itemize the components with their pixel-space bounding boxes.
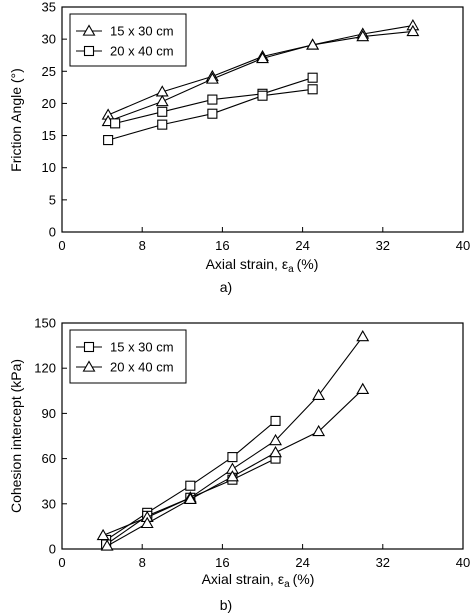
legend-marker-square <box>83 341 95 353</box>
data-point-triangle <box>225 470 239 482</box>
data-point-square <box>157 119 168 130</box>
y-tick-label: 20 <box>42 96 56 111</box>
x-tick-label: 32 <box>376 555 390 570</box>
series-b <box>96 329 370 551</box>
y-tick-label: 30 <box>42 32 56 47</box>
data-point-triangle <box>312 424 326 437</box>
x-tick-label: 24 <box>295 238 309 253</box>
panel-b: 0 8 16 24 32 40 0 30 60 90 120 150 15 x 30 cm 20 x 4… <box>8 316 470 614</box>
y-tick-label: 35 <box>42 0 56 15</box>
series-a <box>101 19 420 146</box>
y-tick-label: 30 <box>42 496 56 511</box>
data-point-triangle <box>269 445 282 458</box>
data-point-square <box>257 90 268 101</box>
data-point-triangle <box>140 516 154 529</box>
legend-marker-triangle <box>82 24 96 36</box>
x-tick-label: 0 <box>58 555 65 570</box>
y-tick-label: 10 <box>42 160 56 175</box>
y-tick-label: 60 <box>42 451 56 466</box>
y-tick-label: 0 <box>49 542 56 557</box>
data-point-triangle <box>306 38 320 50</box>
legend-box-a <box>69 13 187 67</box>
legend-label: 15 x 30 cm <box>110 24 174 39</box>
data-point-triangle <box>406 24 420 37</box>
plot-frame-b <box>61 322 464 550</box>
data-point-square <box>185 480 196 491</box>
y-tick-label: 5 <box>49 192 56 207</box>
y-axis-label-b: Cohesion intercept (kPa) <box>8 359 24 513</box>
legend-a: 15 x 30 cm 20 x 40 cm <box>69 13 187 67</box>
y-tick-label: 90 <box>42 406 56 421</box>
x-tick-label: 24 <box>295 555 309 570</box>
x-tick-label: 40 <box>456 238 470 253</box>
ticks-b: 0 8 16 24 32 40 0 30 60 90 120 150 <box>34 316 470 571</box>
data-point-triangle <box>256 51 269 64</box>
x-axis-label-b-sub: a <box>284 579 290 590</box>
y-tick-label: 15 <box>42 128 56 143</box>
series-line <box>105 420 276 541</box>
data-point-triangle <box>356 29 370 42</box>
y-tick-label: 0 <box>49 225 56 240</box>
data-point-triangle <box>356 382 370 394</box>
x-tick-label: 32 <box>376 238 390 253</box>
data-point-square <box>307 72 318 83</box>
x-tick-label: 8 <box>139 555 146 570</box>
legend-label: 20 x 40 cm <box>110 360 174 375</box>
x-tick-label: 0 <box>58 238 65 253</box>
data-point-triangle <box>269 433 282 446</box>
y-tick-label: 25 <box>42 64 56 79</box>
legend-marker-square <box>83 45 95 57</box>
legend-box-b <box>69 329 187 384</box>
data-point-triangle <box>183 492 197 504</box>
y-tick-label: 150 <box>34 316 56 331</box>
legend-label: 15 x 30 cm <box>110 340 174 355</box>
data-point-triangle <box>312 388 326 400</box>
ticks-a: 0 8 16 24 32 40 0 5 10 15 20 25 30 35 <box>42 0 471 253</box>
x-tick-label: 16 <box>215 238 229 253</box>
legend-label: 20 x 40 cm <box>110 44 174 59</box>
data-point-triangle <box>356 329 370 342</box>
plot-frame-a <box>61 6 464 233</box>
x-tick-label: 16 <box>215 555 229 570</box>
data-point-square <box>270 415 281 426</box>
panel-label-a: a) <box>220 279 232 295</box>
x-axis-label-b: Axial strain, εa (%) <box>202 571 315 590</box>
data-point-square <box>307 84 318 95</box>
x-axis-label-b-main: Axial strain, ε <box>202 571 285 587</box>
x-tick-label: 40 <box>456 555 470 570</box>
x-axis-label-a-main: Axial strain, ε <box>206 256 289 272</box>
y-axis-label-a: Friction Angle (°) <box>8 68 24 172</box>
data-point-triangle <box>205 72 219 84</box>
panel-a: 0 8 16 24 32 40 0 5 10 15 20 25 30 35 15 x 30 cm 20 x … <box>8 0 470 295</box>
x-tick-label: 8 <box>139 238 146 253</box>
x-axis-label-a-sub: a <box>288 264 294 275</box>
data-point-square <box>207 94 218 105</box>
data-point-triangle <box>100 539 114 551</box>
x-axis-label-a-unit: (%) <box>297 256 319 272</box>
data-point-square <box>103 135 114 146</box>
x-axis-label-a: Axial strain, εa (%) <box>206 256 319 275</box>
data-point-square <box>157 106 168 117</box>
data-point-square <box>110 118 121 129</box>
data-point-triangle <box>96 528 110 541</box>
x-axis-label-b-unit: (%) <box>293 571 315 587</box>
data-point-square <box>227 452 238 463</box>
data-point-triangle <box>155 94 169 107</box>
data-point-square <box>207 108 218 119</box>
y-tick-label: 120 <box>34 361 56 376</box>
legend-marker-triangle <box>82 360 96 372</box>
panel-label-b: b) <box>220 597 232 613</box>
legend-b: 15 x 30 cm 20 x 40 cm <box>69 329 187 384</box>
